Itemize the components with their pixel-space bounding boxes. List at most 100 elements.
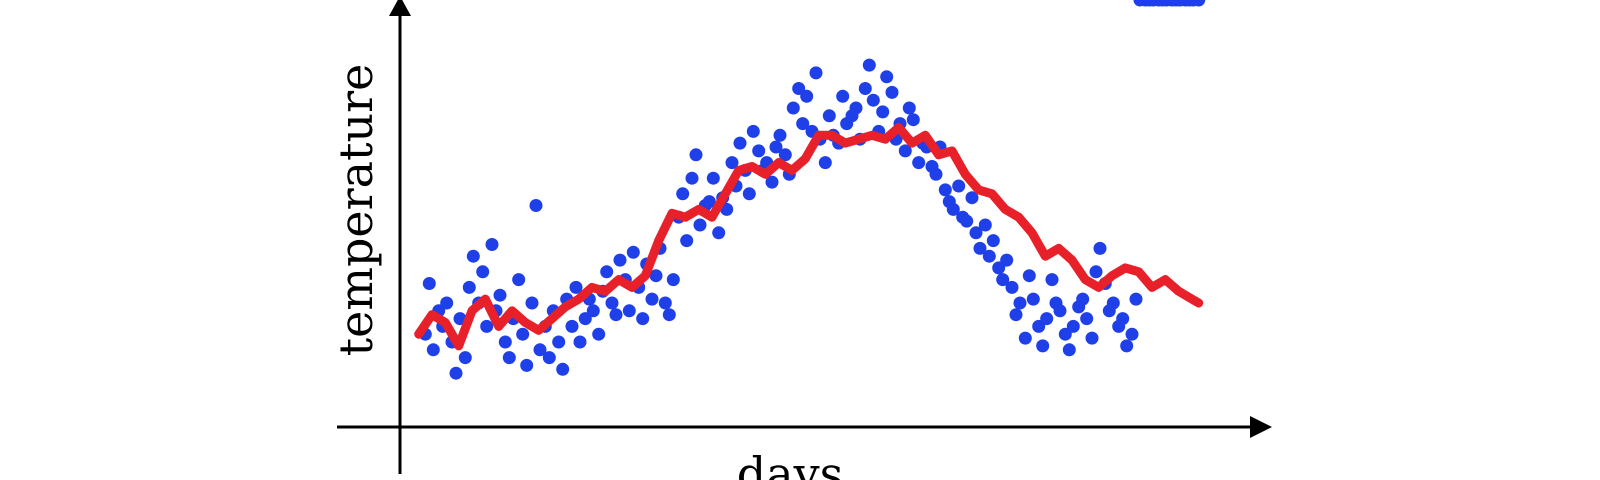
data-point [680,234,694,248]
data-point [876,105,890,119]
data-point [636,312,650,326]
x-axis-arrowhead [1250,416,1272,438]
data-point [992,261,1006,275]
data-point [1120,339,1134,353]
data-point [609,308,623,322]
data-point [1080,312,1094,326]
data-point [476,265,490,279]
data-point [1022,269,1036,283]
data-point [649,269,663,283]
data-point [880,70,894,84]
data-point [569,280,583,294]
data-point [862,58,876,72]
data-point [982,249,996,263]
data-point [809,66,823,80]
data-point [996,273,1010,287]
data-point [586,304,600,318]
data-point [658,296,672,310]
data-point [898,144,912,158]
data-point [973,241,987,255]
data-point [912,156,926,170]
data-point [422,277,436,290]
data-point [1085,331,1099,345]
data-point [1066,319,1080,333]
data-point [1053,304,1067,318]
data-point [778,148,792,162]
data-point [786,101,800,115]
data-point [1045,273,1059,287]
data-point [685,171,699,185]
data-point [449,366,463,380]
data-point [605,296,619,310]
data-point [458,351,472,365]
data-point [746,124,760,138]
data-point [502,351,516,365]
data-point [965,191,979,205]
data-point [733,136,747,150]
data-point [712,226,726,240]
data-point [800,89,814,103]
y-axis-label: temperature [329,64,383,357]
data-point [622,304,636,318]
data-point [1129,292,1143,306]
data-point [765,175,779,189]
data-point [969,226,983,240]
data-point [938,183,952,197]
data-point [480,319,494,333]
data-point [556,362,570,376]
data-point [773,128,787,142]
data-point [552,335,566,349]
moving-average-line [414,123,1204,351]
data-point [1026,292,1040,306]
data-point [676,187,690,201]
data-point [946,202,960,216]
data-point [426,343,440,357]
data-point [1018,331,1032,345]
data-point [960,214,974,228]
data-point [1116,312,1130,326]
data-point [592,327,606,341]
data-point [693,218,707,232]
data-point [836,89,850,103]
data-point [885,85,899,99]
data-point [525,296,539,310]
data-point [1062,343,1076,357]
data-point [792,82,806,95]
data-point [1125,327,1139,341]
data-point [512,273,526,287]
data-point [986,234,1000,248]
data-point [613,253,627,267]
data-point [516,327,530,341]
data-point [1192,0,1206,7]
data-point [1076,292,1090,306]
scatter-points [418,0,1206,380]
data-point [1000,253,1014,267]
data-point [1032,319,1046,333]
data-point [1058,327,1072,341]
data-point [1005,280,1019,294]
data-point [702,195,716,209]
data-point [1106,296,1120,310]
data-point [578,312,592,326]
data-point [1036,339,1050,353]
data-point [689,148,703,162]
data-point [498,335,512,349]
y-axis-arrowhead [389,0,411,16]
data-point [978,218,992,232]
data-point [866,93,880,107]
x-axis-label: days [737,447,843,480]
data-point [952,179,966,193]
data-point [822,109,836,123]
data-point [600,265,614,279]
data-point [706,171,720,185]
data-point [666,273,680,287]
data-point [752,144,766,158]
data-point [769,140,783,154]
data-point [485,238,499,251]
data-point [466,249,480,263]
data-point [1013,296,1027,310]
data-point [1040,312,1054,326]
data-point [902,101,916,115]
